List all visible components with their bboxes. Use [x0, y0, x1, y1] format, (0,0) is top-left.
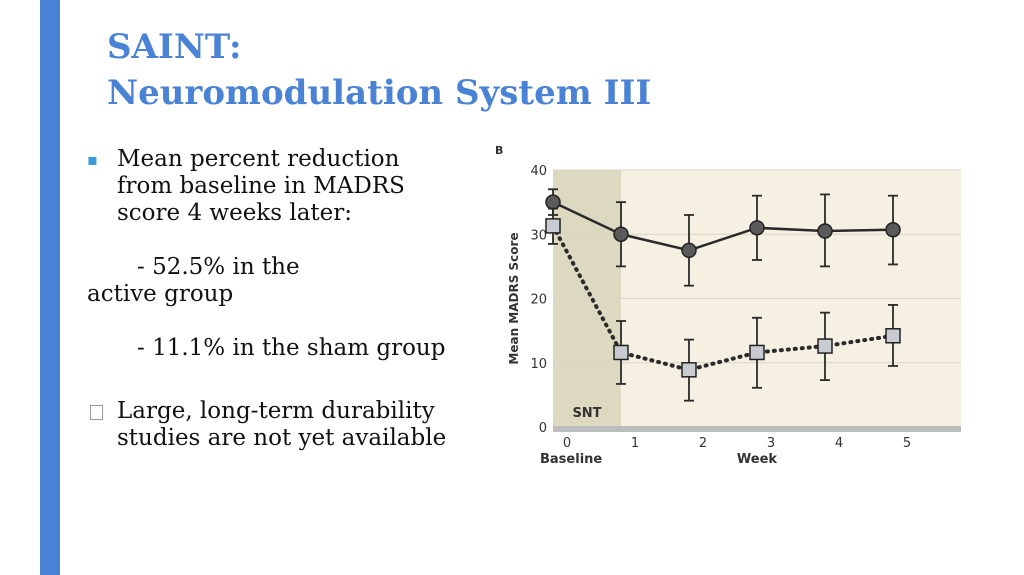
slide-title: SAINT: Neuromodulation System III — [107, 24, 651, 116]
data-point-square — [613, 344, 629, 361]
y-axis-label: Mean MADRS Score — [507, 232, 521, 364]
x-tick-label: 1 — [631, 436, 639, 451]
y-tick-label: 40 — [530, 164, 547, 179]
y-tick-label: 20 — [530, 293, 547, 308]
data-point-circle — [681, 242, 697, 259]
snt-region-label: SNT — [572, 406, 601, 421]
bullet-line: score 4 weeks later: — [117, 200, 353, 226]
bullet-line: Mean percent reduction — [117, 146, 400, 172]
title-line-1: SAINT: — [107, 27, 242, 67]
bullet-item-durability: Large, long-term durability studies are … — [87, 398, 487, 452]
bullet-item-madrs: ▪ Mean percent reduction from baseline i… — [87, 146, 487, 227]
accent-bar — [40, 0, 60, 575]
x-tick-label: 5 — [903, 436, 911, 451]
y-tick-label: 30 — [530, 228, 547, 243]
baseline-label: Baseline — [540, 452, 602, 467]
data-point-circle — [885, 222, 901, 238]
sham-group-line: - 11.1% in the sham group — [137, 335, 446, 361]
title-line-2: Neuromodulation System III — [107, 73, 652, 113]
data-point-square — [817, 338, 833, 354]
data-point-circle — [613, 226, 629, 242]
square-bullet-icon: ▪ — [87, 150, 98, 169]
x-tick-label: 0 — [563, 436, 571, 451]
bullet-line: from baseline in MADRS — [117, 173, 405, 199]
series-0-line — [552, 200, 894, 252]
series-1-line — [551, 223, 895, 372]
empty-box-bullet-icon — [90, 405, 103, 420]
active-group-line-cont: active group — [87, 281, 234, 307]
x-tick-label: 2 — [699, 436, 707, 451]
data-point-square — [681, 362, 697, 378]
bullet-list: ▪ Mean percent reduction from baseline i… — [87, 146, 487, 452]
x-tick-label: 4 — [835, 436, 843, 451]
data-point-circle — [749, 220, 765, 236]
data-point-square — [749, 344, 765, 361]
active-group-line: - 52.5% in the — [137, 254, 300, 280]
bullet-line: studies are not yet available — [117, 425, 447, 451]
y-tick-label: 10 — [530, 357, 547, 372]
madrs-line-chart: SNT0102030400123456BBaselineWeekMean MAD… — [495, 144, 961, 467]
bullet-line: Large, long-term durability — [117, 398, 435, 424]
x-axis-label: Week — [737, 452, 778, 467]
panel-label: B — [495, 144, 503, 157]
x-tick-label: 3 — [767, 436, 775, 451]
x-axis-bar — [553, 426, 961, 432]
data-point-circle — [817, 223, 833, 239]
y-tick-label: 0 — [539, 421, 547, 436]
data-point-circle — [545, 194, 561, 210]
data-point-square — [545, 218, 561, 234]
data-point-square — [885, 328, 901, 344]
